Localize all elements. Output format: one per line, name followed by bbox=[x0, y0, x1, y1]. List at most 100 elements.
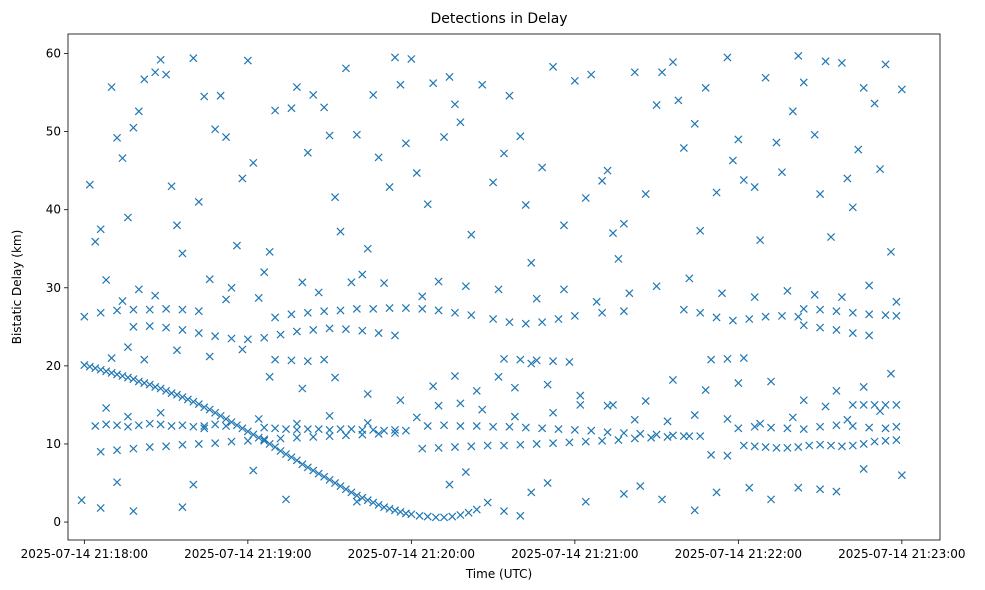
detection-point bbox=[183, 395, 192, 404]
chart-title: Detections in Delay bbox=[430, 11, 567, 27]
detection-point bbox=[162, 304, 171, 313]
detection-point bbox=[434, 277, 443, 286]
detection-point bbox=[423, 421, 432, 431]
y-tick-label: 60 bbox=[46, 47, 61, 61]
detection-point bbox=[156, 408, 165, 417]
detection-point bbox=[723, 414, 732, 423]
x-tick-label: 2025-07-14 21:18:00 bbox=[21, 547, 148, 561]
detection-point bbox=[658, 495, 667, 504]
detection-point bbox=[358, 270, 367, 279]
detection-point bbox=[194, 197, 203, 206]
detection-point bbox=[347, 488, 356, 497]
detection-point bbox=[265, 372, 274, 381]
detection-point bbox=[734, 379, 743, 388]
detection-point bbox=[205, 275, 214, 284]
detection-point bbox=[287, 453, 296, 462]
detection-point bbox=[478, 80, 487, 89]
detection-point bbox=[794, 443, 803, 452]
detection-point bbox=[598, 436, 607, 445]
detection-point bbox=[314, 288, 323, 297]
detection-point bbox=[238, 345, 247, 354]
detection-point bbox=[570, 425, 579, 434]
detection-point bbox=[467, 230, 476, 239]
detection-point bbox=[456, 421, 465, 431]
detection-point bbox=[341, 64, 350, 73]
detection-point bbox=[200, 403, 209, 412]
detection-point bbox=[260, 435, 269, 444]
detection-point bbox=[739, 441, 748, 450]
detection-point bbox=[756, 236, 765, 245]
detection-point bbox=[140, 379, 149, 388]
detection-point bbox=[172, 390, 182, 399]
detection-point bbox=[630, 415, 639, 424]
detection-point bbox=[211, 125, 220, 134]
detection-point bbox=[489, 422, 498, 431]
detection-point bbox=[821, 57, 830, 66]
detection-point bbox=[440, 133, 449, 142]
detection-point bbox=[750, 422, 759, 431]
detection-point bbox=[298, 384, 307, 393]
y-tick-label: 10 bbox=[46, 437, 61, 451]
detection-point bbox=[401, 304, 410, 313]
detection-point bbox=[243, 427, 252, 436]
detection-point bbox=[554, 314, 563, 324]
detection-point bbox=[461, 468, 470, 477]
detection-point bbox=[456, 399, 465, 408]
detection-point bbox=[320, 103, 329, 112]
detection-point bbox=[276, 330, 285, 339]
detection-point bbox=[369, 425, 378, 434]
detection-point bbox=[118, 154, 127, 163]
detection-point bbox=[832, 487, 841, 496]
detection-point bbox=[630, 68, 639, 77]
detection-point bbox=[848, 308, 857, 317]
detection-point bbox=[701, 386, 710, 395]
detection-point bbox=[331, 373, 340, 382]
detection-point bbox=[892, 436, 901, 445]
detection-point bbox=[581, 497, 590, 506]
detection-point bbox=[696, 226, 705, 235]
detection-point bbox=[516, 440, 525, 449]
detection-point bbox=[816, 190, 825, 199]
detection-point bbox=[538, 424, 547, 433]
detection-point bbox=[549, 62, 558, 71]
detection-point bbox=[810, 290, 819, 299]
detection-point bbox=[603, 401, 612, 410]
detection-point bbox=[325, 432, 334, 441]
detection-point bbox=[685, 432, 694, 441]
detection-point bbox=[483, 498, 492, 507]
detection-point bbox=[254, 293, 263, 302]
detection-point bbox=[450, 100, 459, 109]
detection-point bbox=[837, 58, 846, 67]
detection-point bbox=[565, 438, 574, 447]
detection-point bbox=[96, 365, 105, 374]
detection-point bbox=[431, 513, 440, 522]
detection-point bbox=[358, 493, 367, 502]
detection-point bbox=[723, 53, 732, 62]
detection-point bbox=[123, 412, 132, 421]
detection-point bbox=[581, 193, 590, 203]
detection-point bbox=[690, 119, 699, 128]
detection-point bbox=[189, 422, 198, 431]
detection-point bbox=[843, 415, 852, 424]
detection-point bbox=[238, 174, 247, 183]
detection-point bbox=[194, 329, 203, 338]
detection-point bbox=[783, 286, 792, 295]
detection-point bbox=[527, 488, 536, 497]
detection-point bbox=[472, 421, 481, 431]
detection-point bbox=[254, 433, 263, 442]
detection-point bbox=[162, 323, 171, 332]
detection-point bbox=[151, 291, 160, 300]
detection-point bbox=[194, 400, 203, 409]
x-axis-ticks: 2025-07-14 21:18:00 2025-07-14 21:19:00 20… bbox=[21, 540, 966, 561]
detection-point bbox=[745, 483, 754, 492]
detection-point bbox=[374, 500, 383, 509]
detection-point bbox=[178, 440, 187, 449]
detection-point bbox=[859, 464, 868, 473]
detection-point bbox=[499, 354, 509, 363]
detection-point bbox=[464, 508, 473, 517]
detection-point bbox=[799, 321, 808, 330]
detection-point bbox=[592, 297, 601, 306]
detection-point bbox=[559, 221, 568, 230]
detection-point bbox=[734, 135, 743, 144]
